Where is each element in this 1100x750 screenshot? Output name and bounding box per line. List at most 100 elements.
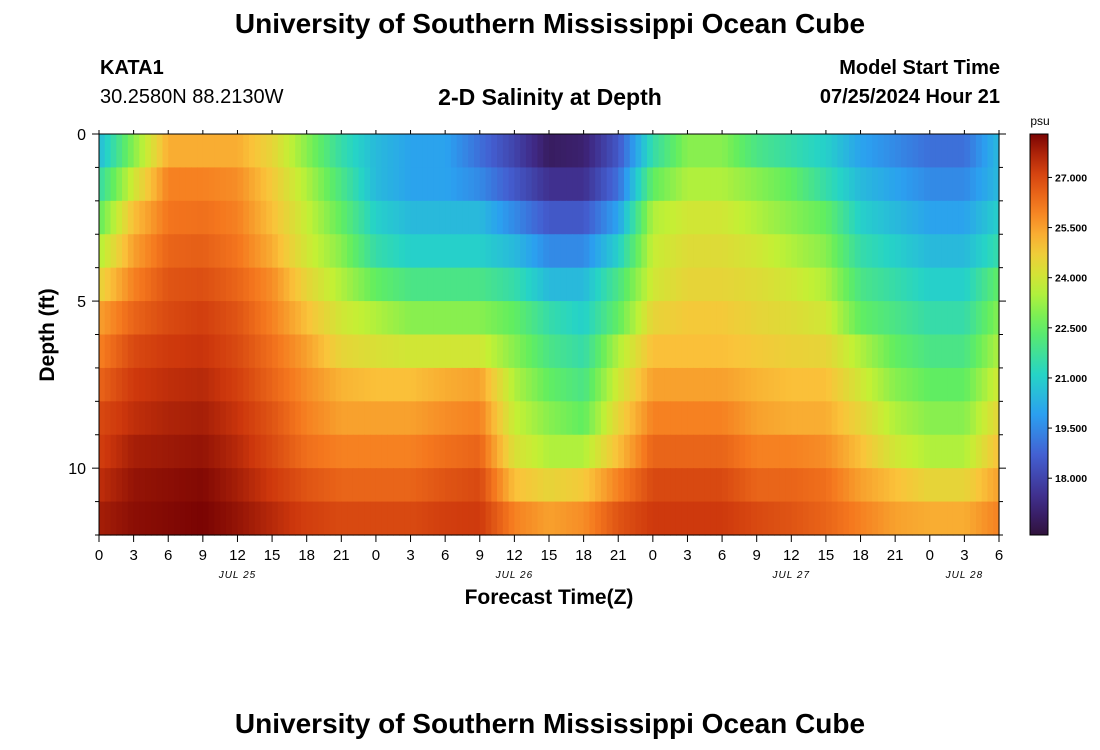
heatmap-cell [156,200,164,235]
heatmap-cell [324,267,331,302]
heatmap-cell [900,200,908,235]
x-tick-label: 15 [818,547,835,564]
heatmap-cell [595,501,602,536]
heatmap-cell [866,301,873,336]
heatmap-cell [139,167,146,202]
x-tick-label: 3 [129,547,137,564]
heatmap-cell [866,468,873,503]
heatmap-cell [739,167,746,202]
heatmap-cell [399,167,406,202]
heatmap-cell [462,267,469,302]
heatmap-cell [370,301,377,336]
heatmap-cell [202,301,210,336]
heatmap-cell [924,167,931,202]
heatmap-cell [324,200,331,235]
heatmap-cell [641,434,648,469]
heatmap-cell [289,367,296,402]
heatmap-cell [450,234,458,269]
heatmap-cell [566,434,573,469]
heatmap-cell [220,200,227,235]
heatmap-cell [727,167,735,202]
heatmap-cell [837,434,844,469]
heatmap-cell [474,267,481,302]
heatmap-cell [272,234,279,269]
heatmap-cell [670,134,677,169]
heatmap-cell [924,134,931,169]
heatmap-cell [652,134,660,169]
heatmap-cell [716,501,723,536]
heatmap-cell [739,301,746,336]
heatmap-cell [474,501,481,536]
heatmap-cell [174,200,181,235]
heatmap-cell [416,167,423,202]
heatmap-cell [762,468,769,503]
heatmap-cell [445,501,452,536]
heatmap-cell [635,334,642,369]
heatmap-cell [952,501,960,536]
heatmap-cell [952,367,960,402]
heatmap-cell [722,267,729,302]
heatmap-cell [912,334,919,369]
heatmap-cell [906,200,914,235]
heatmap-cell [231,367,239,402]
heatmap-cell [958,401,965,436]
heatmap-cell [964,267,971,302]
heatmap-cell [941,334,948,369]
heatmap-cell [600,434,608,469]
heatmap-cell [381,468,389,503]
heatmap-cell [785,334,792,369]
heatmap-cell [347,301,354,336]
heatmap-cell [537,234,544,269]
heatmap-cell [543,367,550,402]
heatmap-cell [174,501,181,536]
heatmap-cell [237,367,244,402]
heatmap-cell [324,401,331,436]
heatmap-cell [964,468,971,503]
heatmap-cell [502,334,510,369]
heatmap-cell [727,434,735,469]
heatmap-cell [912,367,919,402]
heatmap-cell [693,401,700,436]
heatmap-cell [572,301,579,336]
heatmap-cell [410,334,417,369]
heatmap-cell [272,501,279,536]
heatmap-cell [422,367,429,402]
heatmap-cell [370,267,377,302]
heatmap-cell [243,234,250,269]
heatmap-cell [624,200,631,235]
heatmap-cell [727,468,735,503]
heatmap-cell [324,468,331,503]
heatmap-cell [900,134,908,169]
heatmap-cell [658,167,665,202]
heatmap-cell [300,367,308,402]
heatmap-cell [658,334,665,369]
heatmap-cell [929,267,937,302]
heatmap-cell [289,167,296,202]
heatmap-cell [439,234,446,269]
heatmap-cell [139,134,146,169]
heatmap-cell [525,434,533,469]
heatmap-cell [566,200,573,235]
heatmap-cell [958,167,965,202]
heatmap-cell [768,367,775,402]
heatmap-cell [600,334,608,369]
heatmap-cell [693,468,700,503]
heatmap-cell [583,234,590,269]
heatmap-cell [825,501,833,536]
heatmap-cell [791,234,798,269]
heatmap-cell [399,501,406,536]
heatmap-cell [566,134,573,169]
heatmap-cell [872,434,879,469]
heatmap-cell [104,501,112,536]
heatmap-cell [837,301,844,336]
heatmap-cell [866,501,873,536]
heatmap-cell [104,434,112,469]
heatmap-cell [612,434,619,469]
heatmap-cell [295,200,302,235]
heatmap-cell [768,234,775,269]
heatmap-cell [814,468,821,503]
heatmap-cell [225,301,233,336]
heatmap-cell [733,267,740,302]
heatmap-cell [462,401,469,436]
heatmap-cell [485,401,492,436]
